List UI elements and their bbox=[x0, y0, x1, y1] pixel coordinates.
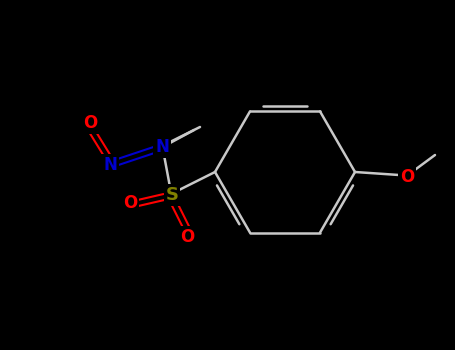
Text: N: N bbox=[155, 138, 169, 156]
Text: O: O bbox=[180, 228, 194, 246]
Text: S: S bbox=[166, 186, 178, 204]
Text: O: O bbox=[83, 114, 97, 132]
Text: O: O bbox=[123, 194, 137, 212]
Text: N: N bbox=[103, 156, 117, 174]
Text: O: O bbox=[400, 168, 414, 186]
